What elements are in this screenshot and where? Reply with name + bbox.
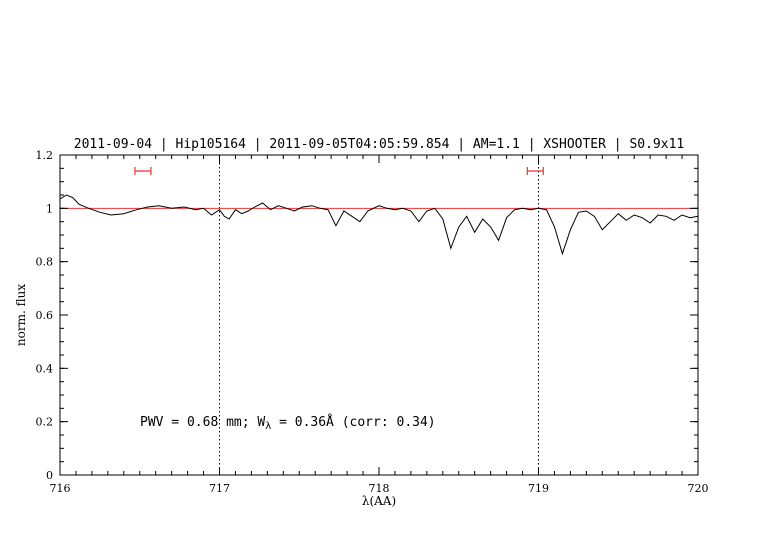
chart-title: 2011-09-04 | Hip105164 | 2011-09-05T04:0… [74,137,684,152]
x-tick-label: 718 [369,482,390,495]
plot-area: 716 717 718 719 720 0 0.2 0.4 0.6 0.8 1 1.2 [36,149,709,495]
y-tick-label: 0 [46,469,53,482]
y-tick-label: 0.8 [36,256,54,269]
y-tick-label: 1 [46,202,53,215]
axis-ticks [59,154,699,476]
bandpass-marker [134,167,152,175]
x-tick-label: 720 [688,482,709,495]
y-tick-label: 0.6 [36,309,54,322]
x-tick-label: 716 [50,482,71,495]
y-tick-label: 0.2 [36,416,54,429]
x-tick-label: 717 [209,482,230,495]
y-axis-label: norm. flux [14,284,28,346]
bandpass-marker [526,167,544,175]
x-axis-label: λ(AA) [362,494,396,508]
spectrum-line [59,194,699,256]
pwv-annotation: PWV = 0.68 mm; Wλ = 0.36Å (corr: 0.34) [140,414,436,432]
y-tick-label: 0.4 [36,362,54,375]
y-tick-label: 1.2 [36,149,54,162]
x-tick-label: 719 [528,482,549,495]
